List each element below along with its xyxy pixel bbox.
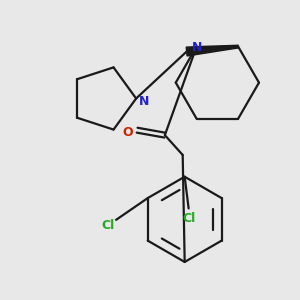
Text: O: O	[122, 126, 133, 139]
Text: Cl: Cl	[101, 219, 115, 232]
Text: N: N	[139, 95, 149, 108]
Polygon shape	[186, 45, 238, 56]
Text: Cl: Cl	[182, 212, 195, 225]
Text: N: N	[192, 41, 203, 54]
